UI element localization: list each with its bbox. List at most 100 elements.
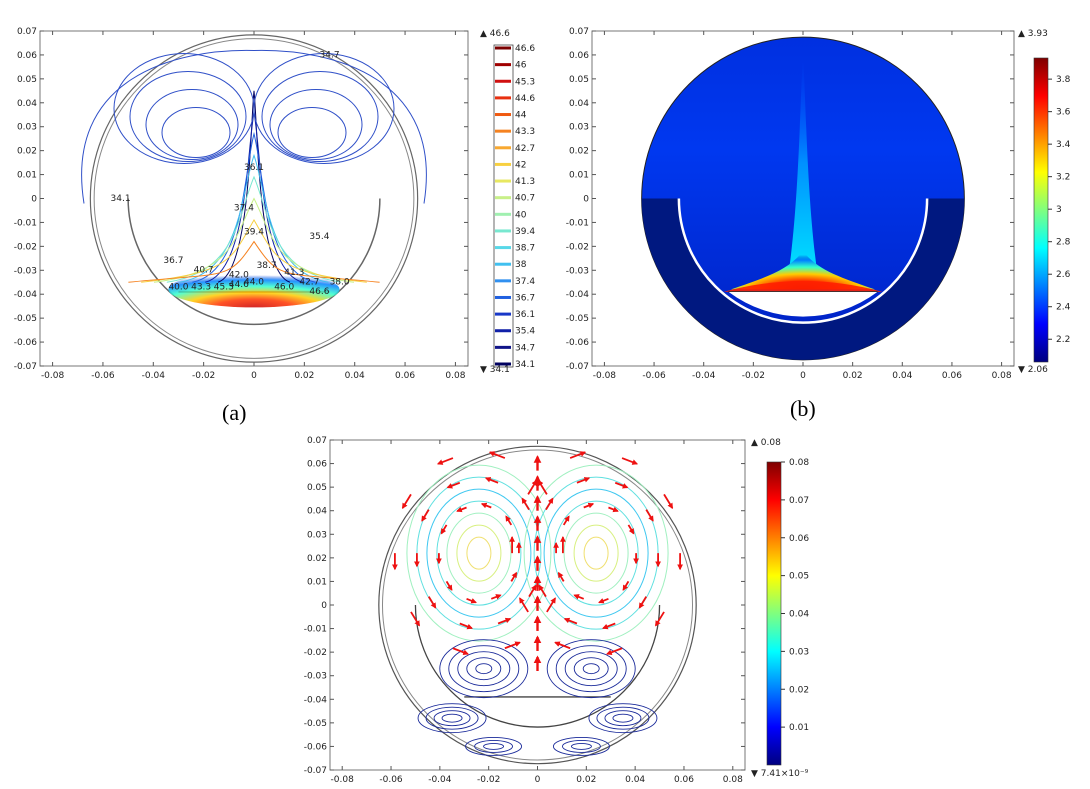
- colorbar: [766, 461, 782, 766]
- lower-vortex-streamline: [466, 657, 502, 681]
- lower-vortex-streamline: [457, 651, 511, 687]
- panel-c-streamline-plot: -0.08 -0.06 -0.04 -0.02 0 0.02 0.04 0.06 0.08 0.0…: [304, 436, 810, 785]
- colorbar-min-label: ▼ 7.41×10⁻⁹: [751, 769, 809, 779]
- velocity-arrow: [459, 622, 473, 630]
- colorbar-tick-label: 3.4: [1056, 140, 1071, 150]
- lower-annulus: [641, 198, 965, 360]
- y-tick-label: -0.01: [14, 218, 37, 228]
- annulus-vortex-streamline: [596, 706, 650, 730]
- y-tick-label: 0.02: [307, 554, 327, 564]
- cup-bottom-gap: [728, 291, 878, 317]
- y-tick-label: -0.03: [304, 672, 327, 682]
- legend-level-label: 37.4: [515, 277, 535, 287]
- upper-vortex-streamline: [583, 536, 609, 570]
- colorbar-tick-label: 0.02: [789, 685, 809, 695]
- colorbar-tick-label: 2.4: [1056, 303, 1071, 313]
- vortex-contour: [253, 53, 395, 164]
- y-tick-label: -0.07: [14, 362, 37, 372]
- velocity-arrow: [554, 641, 571, 650]
- velocity-arrow: [645, 509, 654, 522]
- contour-value-label: 46.0: [274, 282, 294, 292]
- legend-level-label: 45.3: [515, 77, 535, 87]
- contour-value-label: 43.3: [191, 282, 211, 292]
- y-tick-label: 0.05: [307, 483, 327, 493]
- annulus-vortex-streamline: [552, 736, 610, 756]
- colorbar-tick-label: 0.06: [789, 534, 809, 544]
- x-tick-label: 0.02: [294, 371, 314, 381]
- velocity-arrow: [621, 457, 639, 465]
- inner-cup: [677, 198, 929, 324]
- colorbar-tick-label: 3.6: [1056, 108, 1071, 118]
- y-tick-label: -0.01: [566, 218, 589, 228]
- legend-level-label: 34.7: [515, 343, 535, 353]
- x-tick-label: -0.04: [692, 371, 716, 381]
- legend-level-label: 42.7: [515, 144, 535, 154]
- colorbar-min-label: ▼ 2.06: [1018, 365, 1048, 375]
- y-tick-label: 0.03: [17, 123, 37, 133]
- upper-vortex-streamline: [466, 536, 492, 570]
- colorbar-tick-label: 3.8: [1056, 75, 1071, 85]
- legend-level-label: 38: [515, 260, 527, 270]
- velocity-arrow: [663, 493, 674, 510]
- colorbar-tick-label: 3: [1056, 205, 1062, 215]
- legend-level-label: 46: [515, 61, 527, 71]
- x-tick-label: 0: [251, 371, 257, 381]
- colorbar: [1033, 57, 1049, 363]
- upper-vortex-streamline: [563, 512, 629, 594]
- annulus-vortex-streamline: [433, 710, 471, 727]
- x-tick-label: 0.04: [345, 371, 365, 381]
- contour-value-label: 44.6: [229, 280, 249, 290]
- annulus-vortex-streamline: [425, 706, 479, 730]
- lower-vortex-streamline: [564, 651, 618, 687]
- velocity-arrow: [538, 584, 547, 598]
- y-tick-label: -0.04: [14, 290, 38, 300]
- y-tick-label: 0: [321, 601, 327, 611]
- legend-level-label: 40: [515, 210, 527, 220]
- legend-level-label: 36.1: [515, 310, 535, 320]
- panel-a-caption: (a): [222, 400, 246, 425]
- velocity-arrow: [484, 477, 499, 484]
- lower-vortex-streamline: [546, 639, 636, 699]
- y-tick-label: -0.07: [566, 362, 589, 372]
- outer-boundary: [378, 445, 697, 765]
- x-tick-label: -0.02: [192, 371, 215, 381]
- annulus-vortex-streamline: [483, 742, 505, 750]
- annulus-vortex-streamline: [441, 713, 463, 723]
- y-tick-label: -0.04: [566, 290, 590, 300]
- velocity-arrow: [598, 597, 609, 604]
- velocity-arrow: [490, 594, 502, 600]
- contour-line: [153, 197, 355, 283]
- y-tick-label: -0.03: [14, 266, 37, 276]
- x-tick-label: -0.04: [142, 371, 166, 381]
- colorbar-tick-label: 2.8: [1056, 238, 1071, 248]
- legend-level-label: 46.6: [515, 44, 535, 54]
- annulus-vortex-streamline: [561, 739, 601, 753]
- legend-level-label: 38.7: [515, 244, 535, 254]
- velocity-arrow: [527, 479, 538, 495]
- vortex-contour: [145, 89, 239, 160]
- contour-line: [81, 49, 427, 204]
- y-tick-label: -0.05: [14, 314, 37, 324]
- velocity-arrow: [528, 584, 537, 598]
- velocity-arrow: [627, 524, 635, 535]
- y-tick-label: 0.03: [307, 530, 327, 540]
- lower-vortex-streamline: [555, 645, 627, 693]
- contour-line: [166, 175, 342, 283]
- lower-vortex-streamline: [582, 663, 600, 675]
- colorbar-tick-label: 2.6: [1056, 270, 1071, 280]
- y-tick-label: 0: [31, 195, 37, 205]
- velocity-arrow: [480, 502, 492, 509]
- vortex-contour: [277, 107, 347, 158]
- upper-vortex-streamline: [406, 464, 552, 642]
- x-tick-label: -0.04: [428, 775, 452, 785]
- legend-level-label: 42: [515, 160, 526, 170]
- panel-b-caption: (b): [790, 396, 816, 421]
- legend-level-label: 40.7: [515, 194, 535, 204]
- velocity-arrow: [510, 571, 518, 582]
- velocity-arrow: [456, 506, 467, 513]
- y-tick-label: -0.02: [304, 648, 327, 658]
- velocity-arrow: [622, 580, 630, 591]
- contour-value-label: 37.4: [234, 203, 254, 213]
- lower-vortex-streamline: [475, 663, 493, 675]
- upper-vortex-streamline: [553, 500, 639, 606]
